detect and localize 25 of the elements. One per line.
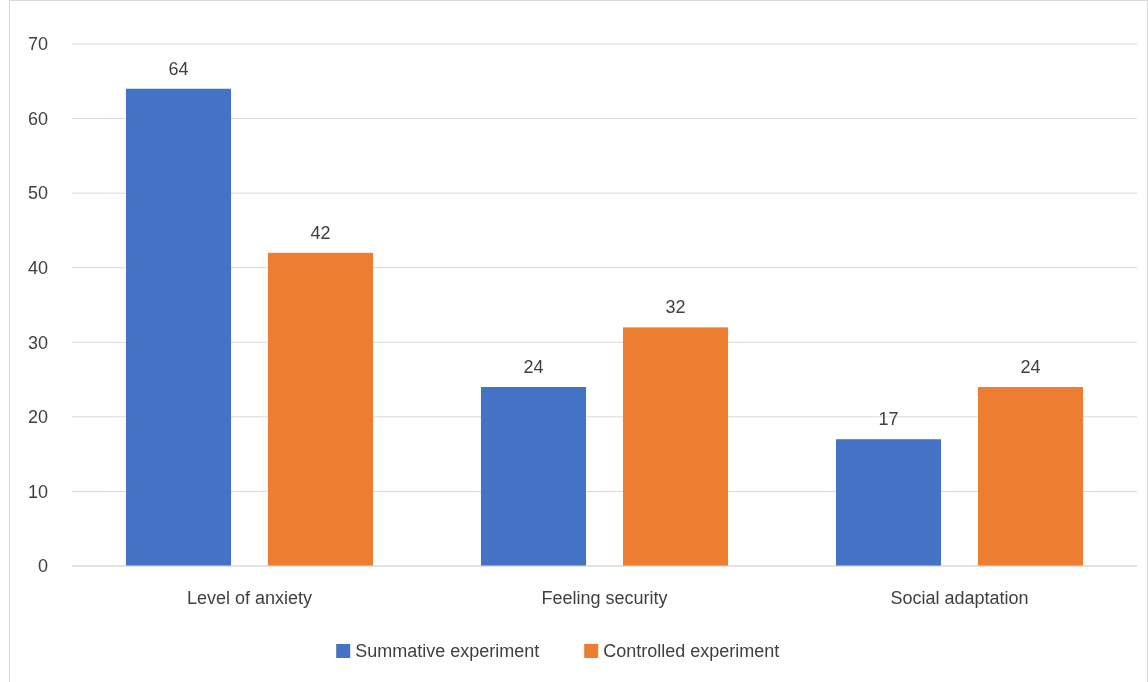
data-label: 32	[665, 297, 686, 318]
y-tick-label: 10	[27, 481, 48, 502]
x-tick-label: Social adaptation	[890, 588, 1029, 608]
legend-label: Controlled experiment	[603, 641, 780, 662]
bar	[835, 439, 942, 566]
bar	[480, 387, 587, 566]
x-tick-label: Level of anxiety	[186, 588, 313, 608]
bar	[125, 88, 232, 566]
data-label: 17	[878, 409, 899, 430]
x-tick-label: Feeling security	[541, 588, 668, 608]
y-tick-label: 70	[27, 34, 48, 55]
data-label: 42	[310, 222, 331, 243]
y-tick-label: 50	[27, 183, 48, 204]
bar	[977, 387, 1084, 566]
y-tick-label: 20	[27, 407, 48, 428]
y-tick-label: 30	[27, 332, 48, 353]
y-tick-label: 40	[27, 258, 48, 279]
bar	[267, 252, 374, 566]
y-tick-label: 60	[27, 108, 48, 129]
y-tick-label: 0	[37, 556, 48, 577]
legend-label: Summative experiment	[355, 641, 540, 662]
data-label: 24	[1020, 357, 1041, 378]
data-label: 64	[168, 58, 189, 79]
data-label: 24	[523, 357, 544, 378]
bar	[622, 327, 729, 566]
